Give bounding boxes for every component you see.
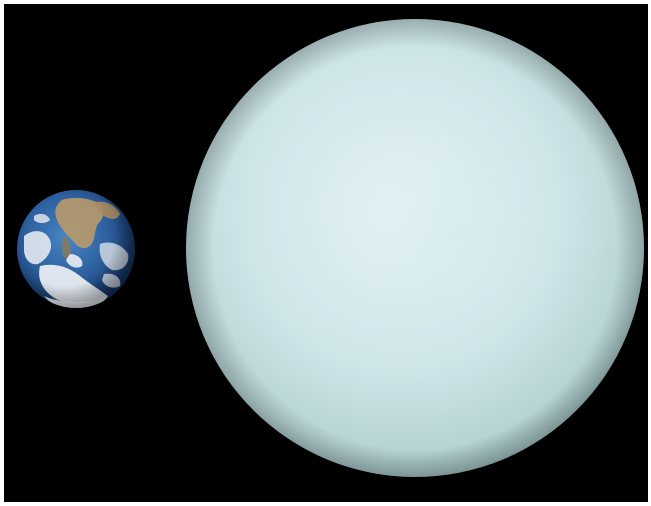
uranus-planet-icon <box>186 19 644 477</box>
image-frame <box>4 4 648 502</box>
planet-comparison-image <box>17 19 644 477</box>
earth-planet-icon <box>17 190 135 308</box>
